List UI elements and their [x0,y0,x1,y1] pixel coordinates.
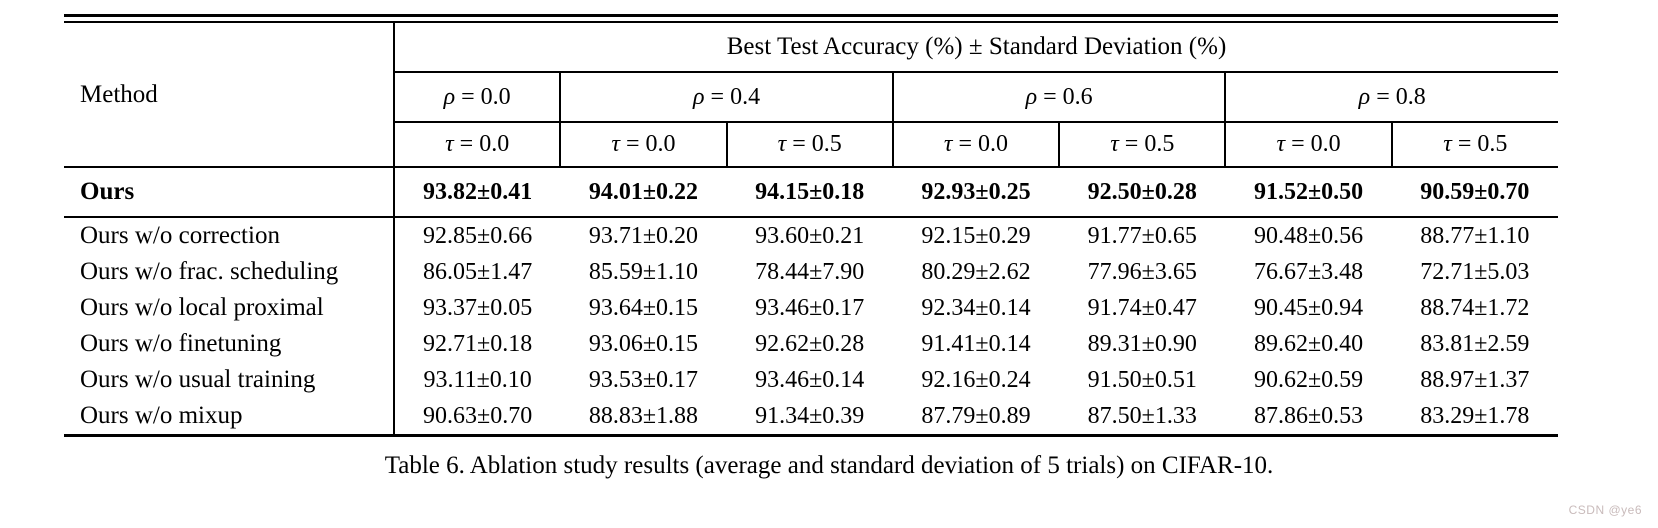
value-cell: 90.63±0.70 [392,398,561,437]
table-row-ours: Ours 93.82±0.41 94.01±0.22 94.15±0.18 92… [64,167,1558,218]
tau-header: τ = 0.0 [559,122,727,168]
value-cell: 77.96±3.65 [1087,258,1197,285]
tau-label: τ = 0.5 [1110,131,1175,157]
tau-header: τ = 0.5 [1390,122,1558,168]
tau-label: τ = 0.0 [943,131,1009,157]
value-cell: 89.31±0.90 [1087,330,1197,357]
tau-label: τ = 0.5 [777,131,842,157]
value-cell: 78.44±7.90 [755,258,865,285]
tau-header: τ = 0.5 [725,122,893,168]
value-cell: 85.59±1.10 [588,258,698,285]
table-row: Ours w/o correction 92.85±0.66 93.71±0.2… [64,217,1558,254]
value-cell: 93.37±0.05 [392,290,561,326]
tau-label: τ = 0.0 [445,131,510,157]
value-cell: 91.52±0.50 [1225,167,1392,218]
value-cell: 91.34±0.39 [726,398,893,437]
header-row-rho: ρ = 0.0 ρ = 0.4 ρ = 0.6 ρ = 0.8 [64,72,1558,123]
value-cell: 92.50±0.28 [1059,167,1226,218]
table-row: Ours w/o usual training 93.11±0.10 93.53… [64,362,1558,398]
value-cell: 91.77±0.65 [1087,222,1197,249]
rho-0.6-label: ρ = 0.6 [1025,83,1093,110]
value-cell: 93.06±0.15 [588,330,698,357]
rho-0.8-label: ρ = 0.8 [1358,83,1426,110]
value-cell: 93.46±0.14 [755,366,865,393]
tau-header: τ = 0.0 [392,122,561,168]
header-row-tau: τ = 0.0 τ = 0.0 τ = 0.5 τ = 0.0 τ = 0.5 … [64,122,1558,168]
value-cell: 88.77±1.10 [1420,222,1530,249]
rho-group-header: ρ = 0.8 [1224,72,1558,123]
tau-header: τ = 0.5 [1058,122,1226,168]
tau-label: τ = 0.5 [1443,131,1508,157]
value-cell: 91.50±0.51 [1087,366,1197,393]
value-cell: 83.81±2.59 [1420,330,1530,357]
table-row: Ours w/o local proximal 93.37±0.05 93.64… [64,290,1558,326]
value-cell: 92.85±0.66 [392,217,561,254]
tau-header: τ = 0.0 [1224,122,1392,168]
value-cell: 92.16±0.24 [921,366,1031,393]
rho-0.0-label: ρ = 0.0 [443,83,511,110]
value-cell: 92.93±0.25 [892,167,1060,218]
value-cell: 80.29±2.62 [921,258,1031,285]
value-cell: 91.41±0.14 [921,330,1031,357]
rho-group-header: ρ = 0.0 [392,72,561,123]
value-cell: 83.29±1.78 [1391,398,1558,437]
value-cell: 87.86±0.53 [1225,398,1392,437]
value-cell: 76.67±3.48 [1253,258,1364,285]
method-name: Ours w/o finetuning [80,330,282,357]
method-name: Ours w/o usual training [80,366,316,393]
rho-group-header: ρ = 0.4 [559,72,893,123]
value-cell: 91.74±0.47 [1087,294,1197,321]
table-row: Ours w/o mixup 90.63±0.70 88.83±1.88 91.… [64,398,1558,437]
method-name: Ours w/o correction [80,222,280,249]
method-name: Ours [64,167,394,218]
value-cell: 93.71±0.20 [588,222,698,249]
value-cell: 88.74±1.72 [1420,294,1530,321]
value-cell: 93.60±0.21 [755,222,865,249]
value-cell: 89.62±0.40 [1253,330,1364,357]
value-cell: 86.05±1.47 [392,254,561,290]
method-name: Ours w/o local proximal [80,294,324,321]
table-row: Ours w/o frac. scheduling 86.05±1.47 85.… [64,254,1558,290]
tau-label: τ = 0.0 [1276,131,1341,157]
value-cell: 94.15±0.18 [726,167,893,218]
table-top-rule [64,14,1558,23]
table-caption: Table 6. Ablation study results (average… [384,452,1274,479]
value-cell: 88.97±1.37 [1420,366,1530,393]
rho-group-header: ρ = 0.6 [891,72,1226,123]
value-cell: 94.01±0.22 [560,167,727,218]
table-row: Ours w/o finetuning 92.71±0.18 93.06±0.1… [64,326,1558,362]
value-cell: 93.53±0.17 [588,366,698,393]
value-cell: 93.82±0.41 [392,167,561,218]
watermark: CSDN @ye6 [1568,503,1642,517]
value-cell: 93.64±0.15 [588,294,698,321]
value-cell: 93.11±0.10 [392,362,561,398]
value-cell: 90.45±0.94 [1253,294,1364,321]
value-cell: 87.79±0.89 [892,398,1060,437]
value-cell: 90.59±0.70 [1391,167,1558,218]
value-cell: 87.50±1.33 [1059,398,1226,437]
value-cell: 90.62±0.59 [1253,366,1364,393]
value-cell: 90.48±0.56 [1253,222,1364,249]
best-test-accuracy-header: Best Test Accuracy (%) ± Standard Deviat… [393,23,1558,73]
value-cell: 72.71±5.03 [1420,258,1530,285]
tau-label: τ = 0.0 [611,131,676,157]
value-cell: 92.34±0.14 [921,294,1031,321]
header-row-accuracy: Method Best Test Accuracy (%) ± Standard… [64,23,1558,168]
value-cell: 92.15±0.29 [921,222,1031,249]
method-name: Ours w/o frac. scheduling [80,258,339,285]
tau-header: τ = 0.0 [891,122,1060,168]
value-cell: 88.83±1.88 [560,398,727,437]
value-cell: 92.62±0.28 [755,330,865,357]
method-name: Ours w/o mixup [64,398,394,437]
ablation-table: Method Best Test Accuracy (%) ± Standard… [64,23,1558,437]
rho-0.4-label: ρ = 0.4 [693,83,761,110]
value-cell: 92.71±0.18 [392,326,561,362]
ablation-table-area: Method Best Test Accuracy (%) ± Standard… [64,14,1558,437]
method-column-header: Method [64,23,394,168]
value-cell: 93.46±0.17 [755,294,865,321]
